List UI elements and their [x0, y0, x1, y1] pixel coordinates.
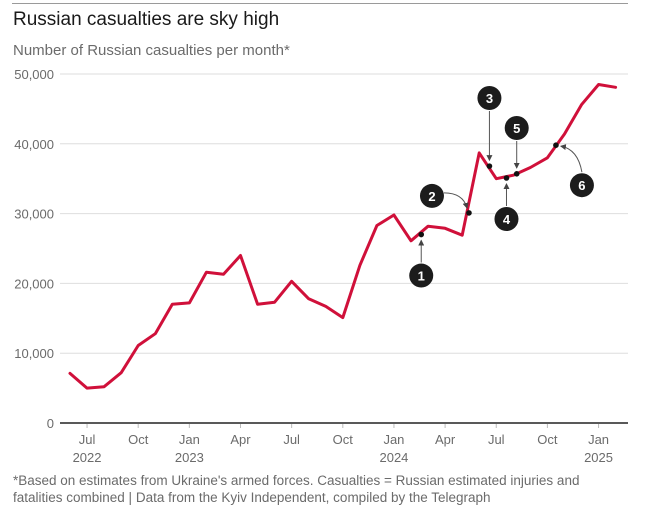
- annotation-1: 1: [409, 231, 434, 288]
- annotation-dot: [553, 142, 559, 148]
- series-line-0: [68, 83, 618, 390]
- annotation-2: 2: [419, 183, 472, 216]
- annotation-badge: [477, 86, 502, 110]
- y-tick-label: 30,000: [14, 207, 54, 222]
- annotation-badge-label: 4: [503, 212, 511, 227]
- x-tick-label: Apr: [230, 432, 251, 447]
- annotation-badge-label: 3: [486, 91, 493, 106]
- y-axis-ticks: 0 10,000 20,000 30,000 40,000 50,000: [14, 67, 54, 431]
- annotation-badge: [569, 173, 594, 198]
- x-tick-label: Jul: [283, 432, 300, 447]
- y-tick-label: 0: [47, 416, 54, 431]
- x-axis-ticks: Jul 2022 Oct Jan 2023 Apr Jul Oct Jan 2024 Apr Jul O…: [73, 424, 613, 465]
- annotation-badge-label: 1: [418, 269, 425, 284]
- annotation-badge: [409, 263, 434, 288]
- annotation-badge-label: 6: [578, 178, 585, 193]
- x-tick-label: Oct: [537, 432, 558, 447]
- annotation-4: 4: [494, 175, 519, 232]
- series-layer: [68, 83, 618, 390]
- x-tick-label: Apr: [435, 432, 456, 447]
- x-tick-label: Jul: [488, 432, 505, 447]
- annotation-5: 5: [504, 116, 529, 177]
- annotation-arrow: [559, 144, 583, 173]
- y-tick-label: 40,000: [14, 137, 54, 152]
- y-tick-label: 10,000: [14, 346, 54, 361]
- line-chart: 0 10,000 20,000 30,000 40,000 50,000 Jul 2022 O…: [14, 67, 628, 465]
- chart-title: Russian casualties are sky high: [13, 9, 280, 30]
- annotation-dot: [503, 175, 510, 181]
- x-tick-label: Jul: [79, 432, 96, 447]
- x-tick-year-label: 2025: [584, 450, 613, 465]
- y-tick-label: 20,000: [14, 276, 54, 291]
- footnote: *Based on estimates from Ukraine's armed…: [13, 473, 580, 505]
- annotation-dot: [513, 171, 520, 177]
- annotation-dot: [466, 210, 472, 216]
- annotation-badge: [419, 183, 444, 208]
- y-tick-label: 50,000: [14, 67, 54, 82]
- x-tick-label: Oct: [333, 432, 354, 447]
- annotations: 1 2 3 4 5 6: [409, 86, 594, 288]
- annotation-6: 6: [553, 142, 594, 198]
- gridlines: [60, 73, 628, 424]
- x-tick-label: Jan: [179, 432, 200, 447]
- annotation-dot: [486, 163, 493, 169]
- annotation-arrow: [443, 192, 469, 209]
- x-tick-year-label: 2024: [379, 450, 408, 465]
- chart-subtitle: Number of Russian casualties per month*: [13, 42, 290, 59]
- annotation-badge: [504, 116, 529, 140]
- annotation-badge-label: 2: [428, 189, 435, 204]
- x-tick-label: Jan: [383, 432, 404, 447]
- x-tick-year-label: 2022: [73, 450, 102, 465]
- x-tick-year-label: 2023: [175, 450, 204, 465]
- x-tick-label: Jan: [588, 432, 609, 447]
- x-tick-label: Oct: [128, 432, 149, 447]
- annotation-badge: [494, 207, 519, 232]
- top-rule: [12, 3, 628, 4]
- annotation-3: 3: [477, 86, 502, 169]
- annotation-dot: [418, 231, 425, 238]
- annotation-badge-label: 5: [513, 121, 520, 136]
